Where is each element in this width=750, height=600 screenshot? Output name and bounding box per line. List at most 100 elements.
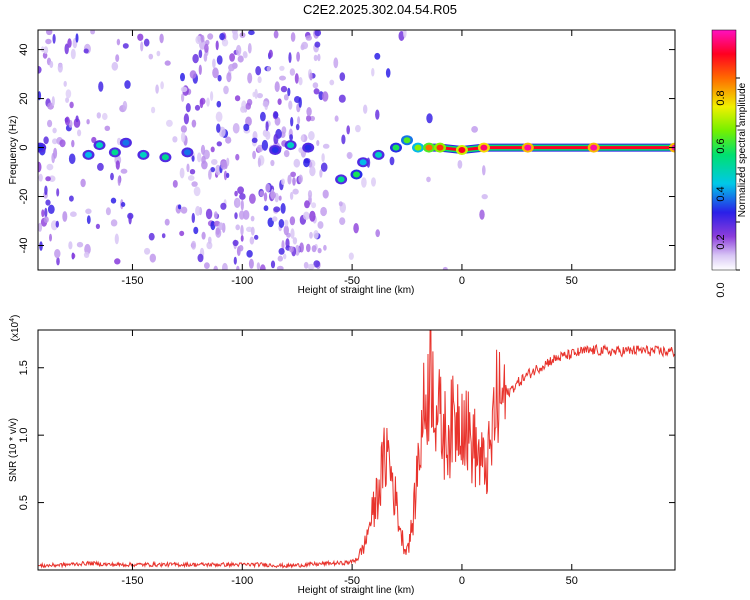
y-tick-label: 1.5 [18,360,30,375]
noise-speckle [115,54,120,62]
noise-speckle [114,233,119,245]
noise-speckle [319,169,323,178]
noise-speckle [194,104,201,111]
noise-speckle [289,68,296,76]
noise-speckle [355,124,361,133]
noise-speckle [70,48,76,60]
noise-speckle [234,95,241,102]
noise-speckle [110,219,118,227]
ridge-point [414,144,422,151]
ridge-point [96,142,103,149]
noise-speckle [283,253,287,260]
noise-speckle [280,203,286,214]
noise-speckle [263,205,269,212]
noise-speckle [361,177,367,188]
snr-x-axis-label: Height of straight line (km) [298,585,415,596]
noise-speckle [346,125,351,135]
noise-speckle [159,33,164,44]
noise-speckle [189,169,196,175]
noise-speckle [43,136,49,145]
noise-speckle [216,100,222,108]
noise-speckle [322,189,329,199]
noise-speckle [309,210,316,222]
noise-speckle [65,89,72,99]
noise-speckle [51,96,55,107]
noise-speckle [312,82,319,89]
noise-speckle [64,116,70,126]
noise-speckle [237,186,245,195]
noise-speckle [279,65,285,71]
noise-speckle [266,66,271,72]
noise-speckle [290,116,294,127]
noise-speckle [47,204,55,214]
noise-speckle [278,248,285,255]
noise-speckle [290,228,295,239]
noise-speckle [232,31,239,41]
y-tick-label: -20 [18,189,30,205]
noise-speckle [251,137,258,143]
noise-speckle [181,93,185,102]
y-tick-label: 40 [18,43,30,55]
noise-speckle [39,241,43,251]
noise-speckle [83,48,89,54]
noise-speckle [197,152,202,163]
noise-speckle [426,176,431,183]
figure-title: C2E2.2025.302.04.54.R05 [303,2,457,17]
noise-speckle [309,72,313,81]
noise-speckle [311,202,317,209]
ridge-point [458,147,466,153]
noise-speckle [240,199,244,211]
noise-speckle [220,160,228,170]
noise-speckle [240,224,244,236]
y-tick-label: 20 [18,92,30,104]
noise-speckle [270,191,276,199]
noise-speckle [75,33,79,43]
ridge-point [359,159,367,166]
noise-speckle [205,208,213,220]
colorbar: 0.0 0.2 0.4 0.6 0.8 Normalized spectral ampl… [711,29,748,298]
noise-speckle [223,85,229,95]
noise-speckle [252,150,256,160]
noise-speckle [341,134,346,145]
noise-speckle [220,202,227,210]
noise-speckle [278,219,285,228]
noise-speckle [38,222,43,232]
noise-speckle [306,115,312,122]
y-tick-label: 0 [18,144,30,150]
noise-speckle [97,162,104,171]
noise-speckle [164,218,170,226]
noise-speckle [292,177,296,186]
colorbar-tick-label: 0.8 [715,90,727,105]
noise-speckle [208,169,212,180]
noise-speckle [143,38,150,47]
noise-speckle [249,193,256,204]
noise-speckle [237,55,244,63]
snr-multiplier-label: (x104) [9,315,21,342]
noise-speckle [257,157,261,168]
noise-speckle [239,193,246,200]
noise-speckle [80,178,86,188]
noise-speckle [338,94,346,103]
snr-y-axis-label: SNR (10 * v/v) [8,418,19,482]
noise-speckle [290,32,296,42]
noise-speckle [246,250,253,258]
noise-speckle [45,38,52,45]
noise-speckle [389,156,395,166]
noise-speckle [122,43,129,49]
noise-speckle [257,76,262,84]
noise-speckle [287,174,292,185]
ridge-point [271,147,279,153]
noise-speckle [283,94,289,101]
noise-speckle [49,233,52,242]
noise-speckle [193,226,199,235]
noise-speckle [471,125,478,133]
noise-speckle [193,186,201,197]
noise-speckle [363,104,368,114]
noise-speckle [280,85,288,93]
noise-speckle [316,140,320,146]
ridge-point [337,176,345,183]
noise-speckle [479,209,485,220]
noise-speckle [296,51,300,62]
noise-speckle [195,35,202,45]
ridge-point [304,144,312,151]
